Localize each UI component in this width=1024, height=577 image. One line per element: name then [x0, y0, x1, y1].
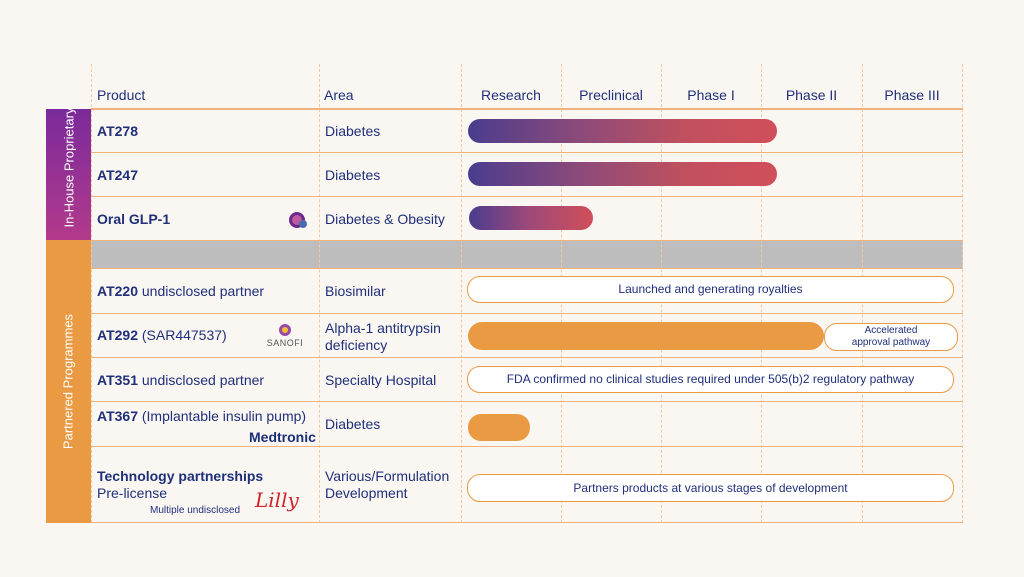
progress-bar-at292 [468, 322, 824, 350]
product-at292: AT292 (SAR447537) [97, 327, 227, 343]
partnered-group-band [46, 240, 91, 523]
product-at351: AT351 undisclosed partner [97, 372, 265, 388]
product-at367: AT367 (Implantable insulin pump) [97, 408, 307, 424]
product-tech-partnerships: Technology partnerships [97, 468, 264, 484]
row-rule [91, 196, 963, 197]
grid-line [461, 64, 463, 523]
row-rule [91, 240, 963, 241]
inhouse-group-label: In-House Proprietary [61, 107, 77, 228]
row-rule [91, 152, 963, 153]
area-at247: Diabetes [325, 167, 381, 183]
lilly-logo-text: Lilly [255, 488, 299, 512]
oral-glp1-logo-icon [287, 209, 309, 231]
product-at247: AT247 [97, 167, 138, 183]
row-rule [91, 313, 963, 314]
progress-bar-at367 [468, 414, 530, 441]
row-rule [91, 522, 963, 523]
header-preclinical: Preclinical [579, 87, 643, 103]
grid-line [319, 64, 321, 523]
product-tech-prelicense: Pre-license [97, 485, 168, 501]
header-area: Area [324, 87, 354, 103]
status-pill-at351: FDA confirmed no clinical studies requir… [467, 366, 954, 393]
area-at367: Diabetes [325, 416, 381, 432]
header-phase3: Phase III [884, 87, 940, 103]
area-at278: Diabetes [325, 123, 381, 139]
inhouse-group-band [46, 109, 91, 240]
partnered-group-label: Partnered Programmes [60, 313, 76, 450]
header-research: Research [481, 87, 541, 103]
row-rule [91, 401, 963, 402]
product-at220: AT220 undisclosed partner [97, 283, 265, 299]
separator-band [91, 241, 963, 268]
area-at351: Specialty Hospital [325, 372, 437, 388]
product-tech-undisclosed: Multiple undisclosed [150, 505, 241, 516]
area-at220: Biosimilar [325, 283, 386, 299]
sanofi-logo-icon: SANOFI [265, 322, 305, 352]
area-tech: Various/Formulation Development [325, 468, 450, 501]
header-product: Product [97, 87, 146, 103]
header-phase1: Phase I [687, 87, 735, 103]
header-rule [91, 108, 963, 110]
product-oral-glp1: Oral GLP-1 [97, 211, 171, 227]
row-rule [91, 357, 963, 358]
row-rule [91, 446, 963, 447]
progress-bar-at247 [468, 162, 777, 186]
area-at292: Alpha-1 antitrypsin deficiency [325, 320, 441, 353]
sanofi-logo-text: SANOFI [266, 338, 304, 348]
status-pill-tech: Partners products at various stages of d… [467, 474, 954, 502]
row-rule [91, 268, 963, 269]
product-at278: AT278 [97, 123, 138, 139]
medtronic-logo-text: Medtronic [249, 429, 316, 445]
status-pill-at220: Launched and generating royalties [467, 276, 954, 303]
area-oral-glp1: Diabetes & Obesity [325, 211, 445, 227]
progress-bar-at278 [468, 119, 777, 143]
header-phase2: Phase II [785, 87, 838, 103]
grid-line [962, 64, 964, 523]
status-pill-at292: Accelerated approval pathway [824, 323, 958, 351]
progress-bar-oral-glp1 [469, 206, 593, 230]
grid-line [91, 64, 93, 523]
